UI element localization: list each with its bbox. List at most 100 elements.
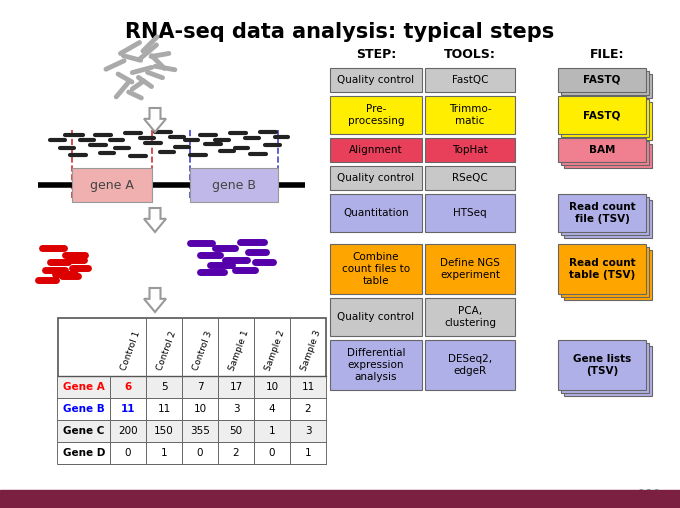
Text: 6: 6 — [124, 382, 132, 392]
Bar — [425, 244, 515, 294]
Text: 3: 3 — [305, 426, 311, 436]
Text: 355: 355 — [190, 426, 210, 436]
Bar — [330, 340, 422, 390]
Text: Gene lists
(TSV): Gene lists (TSV) — [573, 354, 631, 376]
Text: RNA-seq data analysis: typical steps: RNA-seq data analysis: typical steps — [125, 22, 555, 42]
Bar — [330, 138, 422, 162]
Text: Combine
count files to
table: Combine count files to table — [342, 252, 410, 285]
Text: 2: 2 — [305, 404, 311, 414]
Text: HTSeq: HTSeq — [453, 208, 487, 218]
Text: 1: 1 — [269, 426, 275, 436]
Text: Read count
file (TSV): Read count file (TSV) — [568, 202, 635, 224]
Text: Sample 2: Sample 2 — [264, 329, 286, 372]
Bar — [330, 298, 422, 336]
Text: PCA,
clustering: PCA, clustering — [444, 306, 496, 328]
Text: DESeq2,
edgeR: DESeq2, edgeR — [448, 354, 492, 376]
Text: Differential
expression
analysis: Differential expression analysis — [347, 348, 405, 382]
Text: FILE:: FILE: — [590, 48, 624, 61]
Bar — [330, 194, 422, 232]
Bar — [564, 250, 652, 300]
Bar — [58, 318, 326, 464]
Bar — [330, 68, 422, 92]
Text: BAM: BAM — [589, 145, 615, 155]
Text: 1: 1 — [305, 448, 311, 458]
Text: 0: 0 — [197, 448, 203, 458]
Bar — [58, 420, 326, 442]
Text: Define NGS
experiment: Define NGS experiment — [440, 258, 500, 280]
Bar — [330, 166, 422, 190]
Bar — [425, 68, 515, 92]
Text: Quality control: Quality control — [337, 173, 415, 183]
Text: 7: 7 — [197, 382, 203, 392]
Bar — [564, 200, 652, 238]
Text: c s c: c s c — [638, 488, 658, 496]
Text: Control 3: Control 3 — [192, 330, 214, 372]
Bar — [558, 244, 646, 294]
Text: Trimmo-
matic: Trimmo- matic — [449, 104, 492, 126]
Text: TOOLS:: TOOLS: — [444, 48, 496, 61]
Text: 10: 10 — [265, 382, 279, 392]
Polygon shape — [144, 208, 166, 232]
Text: RSeQC: RSeQC — [452, 173, 488, 183]
Bar — [190, 168, 278, 202]
Bar — [425, 138, 515, 162]
Text: 0: 0 — [269, 448, 275, 458]
Text: FASTQ: FASTQ — [583, 110, 621, 120]
Text: Quality control: Quality control — [337, 75, 415, 85]
Text: 5: 5 — [160, 382, 167, 392]
Bar — [58, 398, 326, 420]
Text: FASTQ: FASTQ — [583, 75, 621, 85]
Text: Sample 3: Sample 3 — [300, 329, 322, 372]
Text: gene B: gene B — [212, 178, 256, 192]
Bar — [425, 194, 515, 232]
Text: 3: 3 — [233, 404, 239, 414]
Text: 200: 200 — [118, 426, 138, 436]
Bar — [0, 490, 680, 508]
Text: Control 2: Control 2 — [156, 330, 178, 372]
Bar — [58, 376, 326, 398]
Text: Control 1: Control 1 — [120, 330, 142, 372]
Bar — [425, 340, 515, 390]
Bar — [330, 96, 422, 134]
Bar — [425, 166, 515, 190]
Bar — [564, 144, 652, 168]
Text: 11: 11 — [301, 382, 315, 392]
Bar — [425, 298, 515, 336]
Text: Gene D: Gene D — [63, 448, 105, 458]
Text: 4: 4 — [269, 404, 275, 414]
Bar — [561, 247, 649, 297]
Text: 0: 0 — [124, 448, 131, 458]
Text: Quality control: Quality control — [337, 312, 415, 322]
Text: gene A: gene A — [90, 178, 134, 192]
Text: TopHat: TopHat — [452, 145, 488, 155]
Bar — [558, 340, 646, 390]
Text: Gene B: Gene B — [63, 404, 105, 414]
Bar — [558, 138, 646, 162]
Text: Gene C: Gene C — [63, 426, 105, 436]
Bar — [330, 244, 422, 294]
Bar — [561, 141, 649, 165]
Text: Quantitation: Quantitation — [343, 208, 409, 218]
Text: 11: 11 — [121, 404, 135, 414]
Bar — [425, 96, 515, 134]
Bar — [564, 102, 652, 140]
Text: 150: 150 — [154, 426, 174, 436]
Bar — [561, 197, 649, 235]
Text: 17: 17 — [229, 382, 243, 392]
Bar — [564, 346, 652, 396]
Text: FastQC: FastQC — [452, 75, 488, 85]
Bar — [72, 168, 152, 202]
Text: Read count
table (TSV): Read count table (TSV) — [568, 258, 635, 280]
Text: 1: 1 — [160, 448, 167, 458]
Polygon shape — [144, 288, 166, 312]
Bar — [558, 194, 646, 232]
Bar — [561, 71, 649, 95]
Text: Pre-
processing: Pre- processing — [347, 104, 404, 126]
Bar — [558, 96, 646, 134]
Text: 11: 11 — [157, 404, 171, 414]
Bar — [564, 74, 652, 98]
Bar — [561, 99, 649, 137]
Bar — [58, 442, 326, 464]
Text: STEP:: STEP: — [356, 48, 396, 61]
Text: 2: 2 — [233, 448, 239, 458]
